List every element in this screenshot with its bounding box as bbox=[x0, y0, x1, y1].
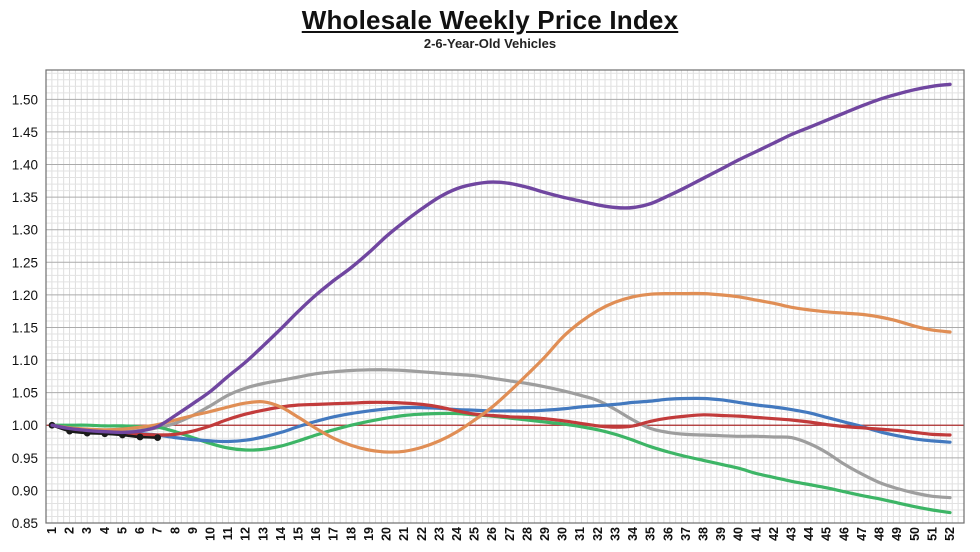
x-axis-labels: 1 2 3 4 5 6 7 8 9 10 11 12 13 14 15 16 17 18 19 20 21 22 23 24 2… bbox=[45, 527, 957, 541]
x-tick-label: 3 bbox=[80, 527, 94, 534]
y-tick-label: 1.40 bbox=[12, 158, 38, 173]
x-tick-label: 13 bbox=[256, 527, 270, 541]
series-blue-line bbox=[50, 396, 952, 444]
x-tick-label: 20 bbox=[380, 527, 394, 541]
x-tick-label: 30 bbox=[556, 527, 570, 541]
series-red-line bbox=[50, 400, 952, 437]
x-tick-label: 14 bbox=[274, 527, 288, 541]
x-tick-label: 9 bbox=[186, 527, 200, 534]
chart-title: Wholesale Weekly Price Index bbox=[301, 5, 679, 35]
x-tick-label: 38 bbox=[696, 527, 710, 541]
x-tick-label: 44 bbox=[802, 527, 816, 541]
x-tick-label: 10 bbox=[203, 527, 217, 541]
x-tick-label: 45 bbox=[820, 527, 834, 541]
chart-subtitle: 2-6-Year-Old Vehicles bbox=[423, 35, 557, 51]
x-tick-label: 47 bbox=[855, 527, 869, 541]
x-tick-label: 6 bbox=[133, 527, 147, 534]
x-tick-label: 21 bbox=[397, 527, 411, 541]
series-orange-line bbox=[50, 291, 952, 454]
x-tick-label: 31 bbox=[573, 527, 587, 541]
x-tick-label: 4 bbox=[98, 527, 112, 534]
series-gray-line bbox=[50, 368, 952, 500]
x-tick-label: 42 bbox=[767, 527, 781, 541]
x-tick-label: 28 bbox=[520, 527, 534, 541]
x-tick-label: 18 bbox=[344, 527, 358, 541]
y-tick-label: 1.45 bbox=[12, 125, 38, 140]
x-tick-label: 11 bbox=[221, 527, 235, 540]
x-tick-label: 43 bbox=[785, 527, 799, 541]
y-tick-label: 1.25 bbox=[12, 255, 38, 270]
x-tick-label: 5 bbox=[115, 527, 129, 534]
series-black-markers-point-7 bbox=[154, 434, 162, 442]
x-tick-label: 49 bbox=[890, 527, 904, 541]
x-tick-label: 33 bbox=[608, 527, 622, 541]
x-tick-label: 35 bbox=[644, 527, 658, 541]
x-tick-label: 24 bbox=[450, 527, 464, 541]
y-tick-label: 1.30 bbox=[12, 223, 38, 238]
x-tick-label: 50 bbox=[908, 527, 922, 541]
series-purple bbox=[50, 82, 952, 435]
x-tick-label: 8 bbox=[168, 527, 182, 534]
x-tick-label: 1 bbox=[45, 527, 59, 534]
x-tick-label: 48 bbox=[873, 527, 887, 541]
x-tick-label: 51 bbox=[925, 527, 939, 541]
series-purple-line bbox=[50, 82, 952, 435]
x-tick-label: 40 bbox=[732, 527, 746, 541]
y-axis-labels: 0.85 0.90 0.95 1.00 1.05 1.10 1.15 1.20 1.25 1.30… bbox=[12, 92, 38, 531]
x-tick-label: 29 bbox=[538, 527, 552, 541]
y-tick-label: 0.90 bbox=[12, 483, 38, 498]
grid bbox=[46, 70, 964, 524]
x-tick-label: 36 bbox=[661, 527, 675, 541]
x-tick-label: 7 bbox=[151, 527, 165, 534]
x-tick-label: 41 bbox=[749, 527, 763, 541]
x-tick-label: 23 bbox=[432, 527, 446, 541]
y-tick-label: 1.20 bbox=[12, 288, 38, 303]
y-tick-label: 0.95 bbox=[12, 451, 38, 466]
chart-header: Wholesale Weekly Price Index 2-6-Year-Ol… bbox=[0, 6, 980, 51]
x-tick-label: 26 bbox=[485, 527, 499, 541]
series-orange bbox=[50, 291, 952, 454]
series-gray bbox=[50, 368, 952, 500]
y-tick-label: 1.00 bbox=[12, 418, 38, 433]
x-tick-label: 34 bbox=[626, 527, 640, 541]
y-tick-label: 1.50 bbox=[12, 92, 38, 107]
series-green-line bbox=[50, 411, 952, 515]
y-tick-label: 1.35 bbox=[12, 190, 38, 205]
series-red bbox=[50, 400, 952, 437]
y-tick-label: 0.85 bbox=[12, 516, 38, 531]
x-tick-label: 16 bbox=[309, 527, 323, 541]
x-tick-label: 19 bbox=[362, 527, 376, 541]
x-tick-label: 37 bbox=[679, 527, 693, 541]
x-tick-label: 27 bbox=[503, 527, 517, 541]
series-black-markers-point-6 bbox=[136, 433, 144, 441]
x-tick-label: 15 bbox=[292, 527, 306, 541]
x-tick-label: 52 bbox=[943, 527, 957, 541]
plot-border bbox=[45, 69, 965, 524]
series-green bbox=[50, 411, 952, 515]
x-tick-label: 46 bbox=[837, 527, 851, 541]
y-tick-label: 1.05 bbox=[12, 386, 38, 401]
x-tick-label: 32 bbox=[591, 527, 605, 541]
series-blue bbox=[50, 396, 952, 444]
x-tick-label: 22 bbox=[415, 527, 429, 541]
x-tick-label: 2 bbox=[63, 527, 77, 534]
y-tick-label: 1.15 bbox=[12, 320, 38, 335]
y-tick-label: 1.10 bbox=[12, 353, 38, 368]
x-tick-label: 25 bbox=[468, 527, 482, 541]
x-tick-label: 17 bbox=[327, 527, 341, 541]
x-tick-label: 39 bbox=[714, 527, 728, 541]
x-tick-label: 12 bbox=[239, 527, 253, 541]
